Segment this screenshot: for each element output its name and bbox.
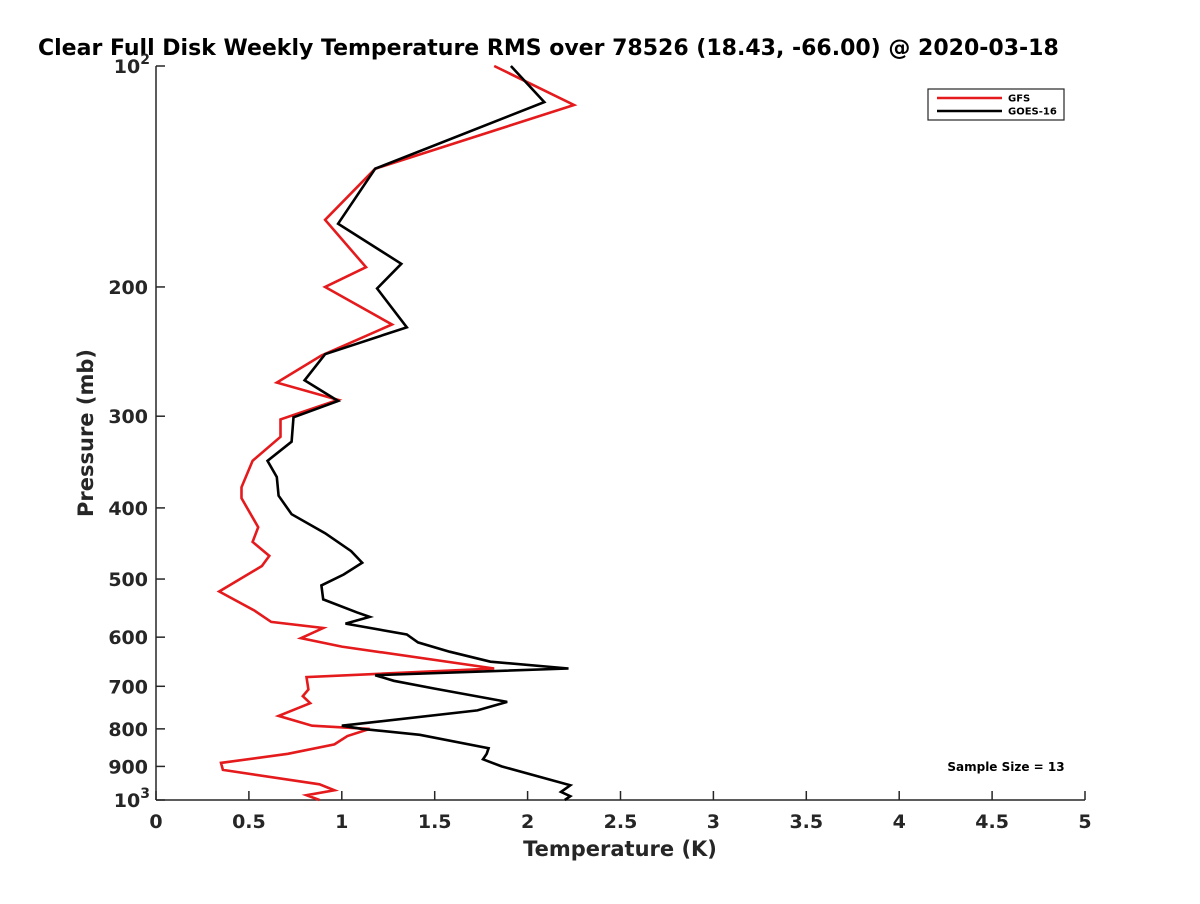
- x-axis-label: Temperature (K): [523, 837, 717, 861]
- x-tick-label: 1: [335, 811, 348, 833]
- y-tick-label: 300: [108, 406, 148, 428]
- y-axis-label: Pressure (mb): [74, 349, 98, 517]
- x-ticks: 0 0.5 1 1.5 2 2.5 3 3.5 4 4.5 5: [149, 791, 1092, 833]
- x-tick-label: 0.5: [232, 811, 266, 833]
- series-line-goes-16: [265, 65, 574, 802]
- legend-label: GFS: [1008, 94, 1030, 105]
- legend-label: GOES-16: [1008, 107, 1057, 118]
- y-tick-label: 102: [114, 52, 150, 78]
- x-tick-label: 3: [707, 811, 720, 833]
- y-tick-label: 400: [108, 498, 148, 520]
- x-tick-label: 3.5: [789, 811, 823, 833]
- x-tick-label: 5: [1078, 811, 1091, 833]
- x-tick-label: 2.5: [604, 811, 638, 833]
- y-tick-label: 103: [114, 786, 150, 812]
- y-tick-label: 800: [108, 719, 148, 741]
- x-tick-label: 2: [521, 811, 534, 833]
- x-tick-label: 1.5: [418, 811, 452, 833]
- y-tick-label: 500: [108, 569, 148, 591]
- y-tick-label: 700: [108, 676, 148, 698]
- y-tick-label: 600: [108, 627, 148, 649]
- series-lines: [216, 64, 578, 802]
- legend-box: [927, 88, 1065, 121]
- legend: GFS GOES-16: [927, 88, 1065, 121]
- y-tick-label: 200: [108, 277, 148, 299]
- x-tick-label: 0: [149, 811, 162, 833]
- x-tick-label: 4.5: [975, 811, 1009, 833]
- sample-size-annotation: Sample Size = 13: [947, 760, 1064, 774]
- y-tick-label: 900: [108, 756, 148, 778]
- chart-title: Clear Full Disk Weekly Temperature RMS o…: [38, 36, 1059, 61]
- x-tick-label: 4: [893, 811, 906, 833]
- y-ticks: 102 200 300 400 500 600 700 800 900 103: [108, 52, 165, 812]
